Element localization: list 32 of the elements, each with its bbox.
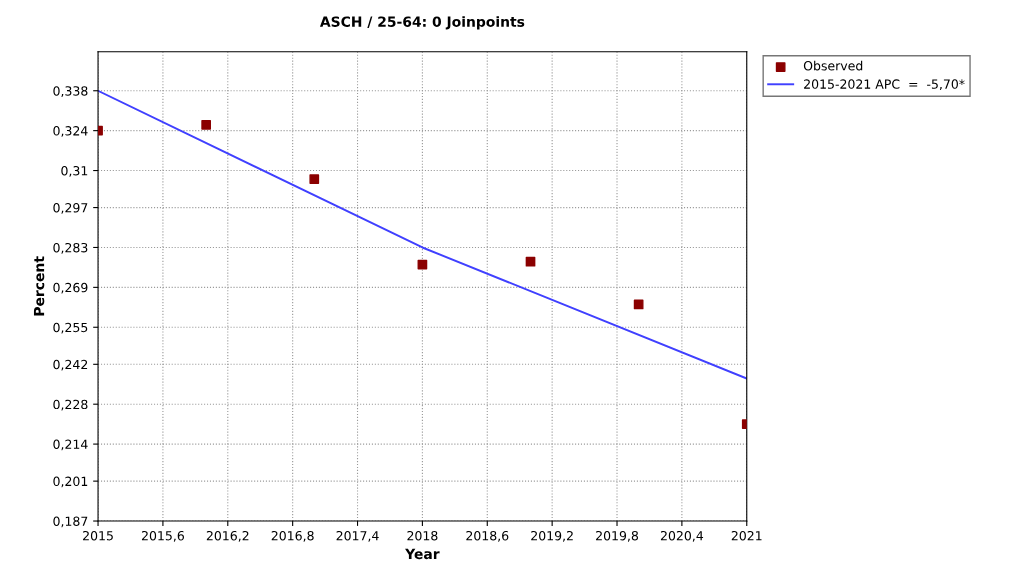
y-tick-label: 0,242 [53, 359, 88, 371]
x-tick-label: 2019,2 [531, 530, 573, 542]
x-tick-label: 2015 [83, 530, 113, 541]
x-tick-label: 2018,6 [466, 530, 509, 542]
y-tick-label: 0,255 [53, 322, 88, 334]
x-tick-label: 2016,2 [206, 530, 249, 542]
legend-label: Observed [803, 60, 863, 71]
point [633, 299, 644, 310]
chart-title: ASCH / 25-64: 0 Joinpoints [319, 16, 525, 30]
y-tick-label: 0,187 [53, 516, 88, 528]
x-axis-title: Year [405, 548, 440, 560]
y-tick-label: 0,338 [53, 86, 88, 97]
y-tick-label: 0,324 [53, 126, 88, 137]
x-tick-label: 2021 [731, 530, 762, 541]
x-tick-label: 2017,4 [336, 530, 379, 542]
y-tick-label: 0,214 [53, 439, 88, 451]
point [525, 256, 536, 267]
y-axis-title: Percent [33, 256, 45, 316]
x-tick-label: 2015,6 [141, 530, 184, 542]
y-tick-label: 0,31 [61, 166, 88, 177]
y-tick-label: 0,269 [53, 282, 88, 294]
point [309, 174, 320, 184]
legend-label: 2015-2021 APC = -5,70* [804, 79, 965, 91]
x-tick-label: 2016,8 [271, 530, 314, 542]
x-tick-label: 2018 [407, 530, 438, 541]
y-tick-label: 0,297 [53, 203, 88, 214]
y-tick-label: 0,201 [53, 476, 88, 488]
y-tick-label: 0,283 [53, 242, 88, 254]
x-tick-label: 2019,8 [596, 530, 639, 542]
point [201, 120, 212, 130]
x-tick-label: 2020,4 [660, 530, 704, 542]
y-tick-label: 0,228 [53, 399, 88, 411]
